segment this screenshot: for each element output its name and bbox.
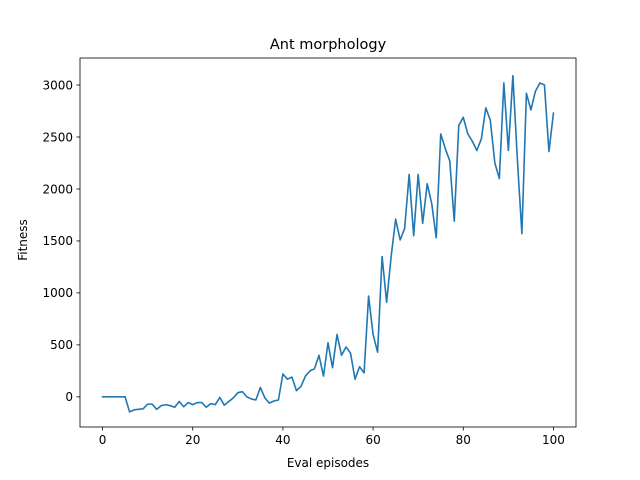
y-tick-label: 1000 [42, 286, 73, 300]
x-tick-label: 40 [275, 433, 290, 447]
plot-frame [79, 57, 577, 428]
x-tick-label: 100 [542, 433, 565, 447]
x-tick-label: 80 [456, 433, 471, 447]
x-axis-label: Eval episodes [287, 456, 369, 470]
chart-title: Ant morphology [270, 37, 387, 53]
x-tick-label: 20 [185, 433, 200, 447]
series-layer [101, 74, 555, 413]
y-axis-ticks: 0 500 1000 1500 2000 2500 3000 [42, 78, 80, 404]
x-tick-label: 60 [365, 433, 380, 447]
x-tick-label: 0 [99, 433, 107, 447]
y-tick-label: 1500 [42, 234, 73, 248]
series-line-1 [101, 74, 555, 413]
y-axis-label: Fitness [16, 219, 30, 261]
y-tick-label: 3000 [42, 78, 73, 92]
y-tick-label: 500 [50, 338, 73, 352]
y-tick-label: 2500 [42, 130, 73, 144]
y-tick-label: 2000 [42, 182, 73, 196]
y-tick-label: 0 [65, 390, 73, 404]
x-axis-ticks: 0 20 40 60 80 100 [99, 427, 565, 447]
